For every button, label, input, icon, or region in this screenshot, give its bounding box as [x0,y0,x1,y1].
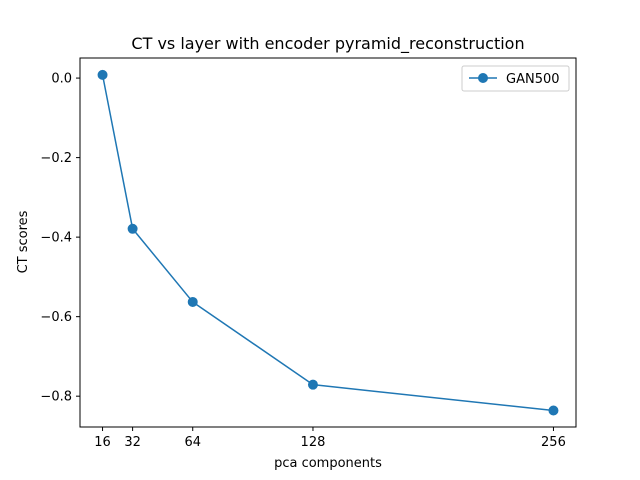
x-axis-label: pca components [274,456,382,471]
x-tick-label: 16 [94,435,111,450]
legend-label: GAN500 [506,72,560,87]
legend: GAN500 [461,65,570,92]
legend-box [461,65,570,92]
data-point [307,379,318,390]
data-point [127,223,138,234]
y-tick-label: 0.0 [51,72,72,87]
y-tick-label: −0.6 [40,310,72,325]
data-point [97,69,108,80]
legend-marker-swatch [478,73,488,83]
x-tick-label: 256 [541,435,566,450]
data-point [187,296,198,307]
y-tick-label: −0.2 [40,151,72,166]
x-axis: 16 32 64 128 256 [94,427,566,450]
x-tick-label: 64 [184,435,201,450]
chart-title: CT vs layer with encoder pyramid_reconst… [131,34,524,54]
x-tick-label: 32 [124,435,141,450]
plot-area-frame [79,57,577,428]
y-tick-label: −0.4 [40,231,72,246]
y-axis: 0.0 −0.2 −0.4 −0.6 −0.8 [40,72,80,405]
x-tick-label: 128 [301,435,326,450]
y-axis-label: CT scores [16,210,31,273]
y-tick-label: −0.8 [40,390,72,405]
series-layer [97,69,559,416]
series-line [101,74,554,412]
data-point [548,405,559,416]
